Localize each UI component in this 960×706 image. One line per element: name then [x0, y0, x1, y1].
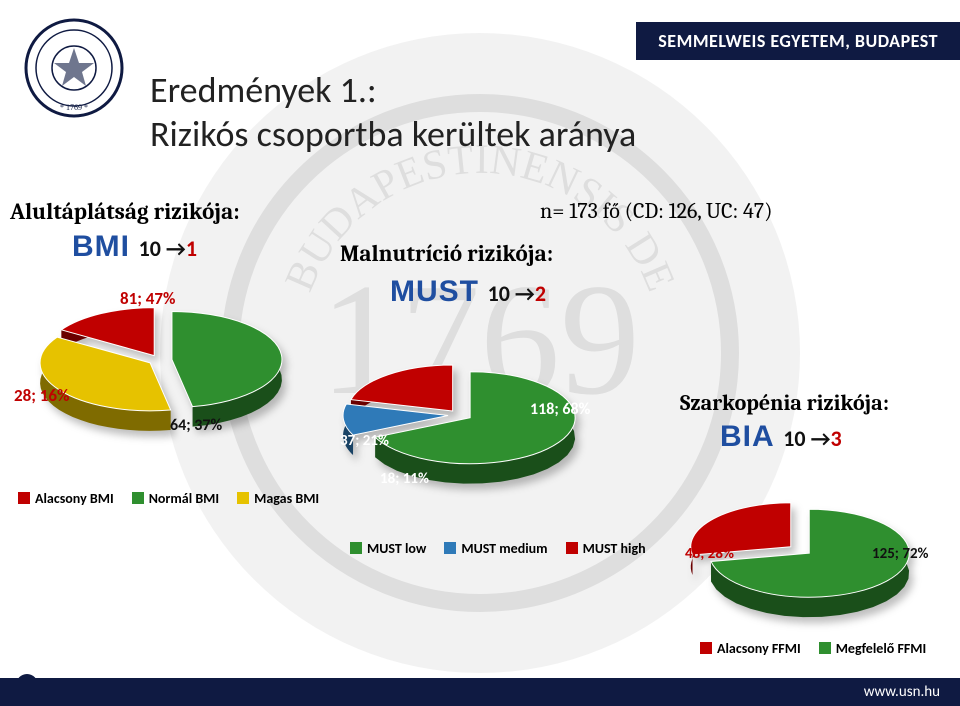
bmi-arrow-note: 10 →1: [134, 235, 197, 262]
footer-band: www.usn.hu: [0, 678, 960, 706]
bmi-slice-label-yellow: 64; 37%: [170, 416, 222, 435]
university-seal-logo: * 1769 *: [24, 18, 124, 118]
must-acronym: MUST: [390, 275, 479, 308]
bmi-acronym: BMI: [72, 230, 130, 263]
bia-slice-label-green: 125; 72%: [872, 545, 928, 563]
chart2-section-label: Malnutríció rizikója:: [340, 240, 553, 267]
bia-acronym: BIA: [720, 420, 775, 453]
bmi-slice-label-red: 28; 16%: [14, 385, 69, 406]
must-slice-label-green: 118; 68%: [530, 400, 590, 419]
bia-legend: Alacsony FFMI Megfelelő FFMI: [700, 640, 926, 657]
svg-text:* 1769 *: * 1769 *: [60, 103, 88, 112]
must-legend: MUST low MUST medium MUST high: [350, 540, 646, 557]
must-slice-label-red: 37; 21%: [340, 432, 389, 450]
header-band: SEMMELWEIS EGYETEM, BUDAPEST: [636, 22, 960, 60]
footer-url: www.usn.hu: [864, 683, 940, 701]
chart3-section-label: Szarkopénia rizikója:: [680, 390, 889, 416]
chart1-section-label: Alultáplátság rizikója:: [10, 198, 240, 225]
slide-title: Eredmények 1.: Rizikós csoportba kerülte…: [150, 68, 636, 156]
bmi-legend: Alacsony BMI Normál BMI Magas BMI: [18, 490, 319, 507]
org-name: SEMMELWEIS EGYETEM, BUDAPEST: [658, 30, 938, 52]
bmi-slice-label-green: 81; 47%: [120, 288, 175, 309]
must-slice-label-blue: 18; 11%: [380, 470, 429, 488]
bia-arrow-note: 10 →3: [778, 425, 841, 452]
must-arrow-note: 10 →2: [483, 280, 546, 307]
bia-slice-label-red: 48; 28%: [685, 545, 734, 563]
sample-size: n= 173 fő (CD: 126, UC: 47): [540, 198, 773, 224]
